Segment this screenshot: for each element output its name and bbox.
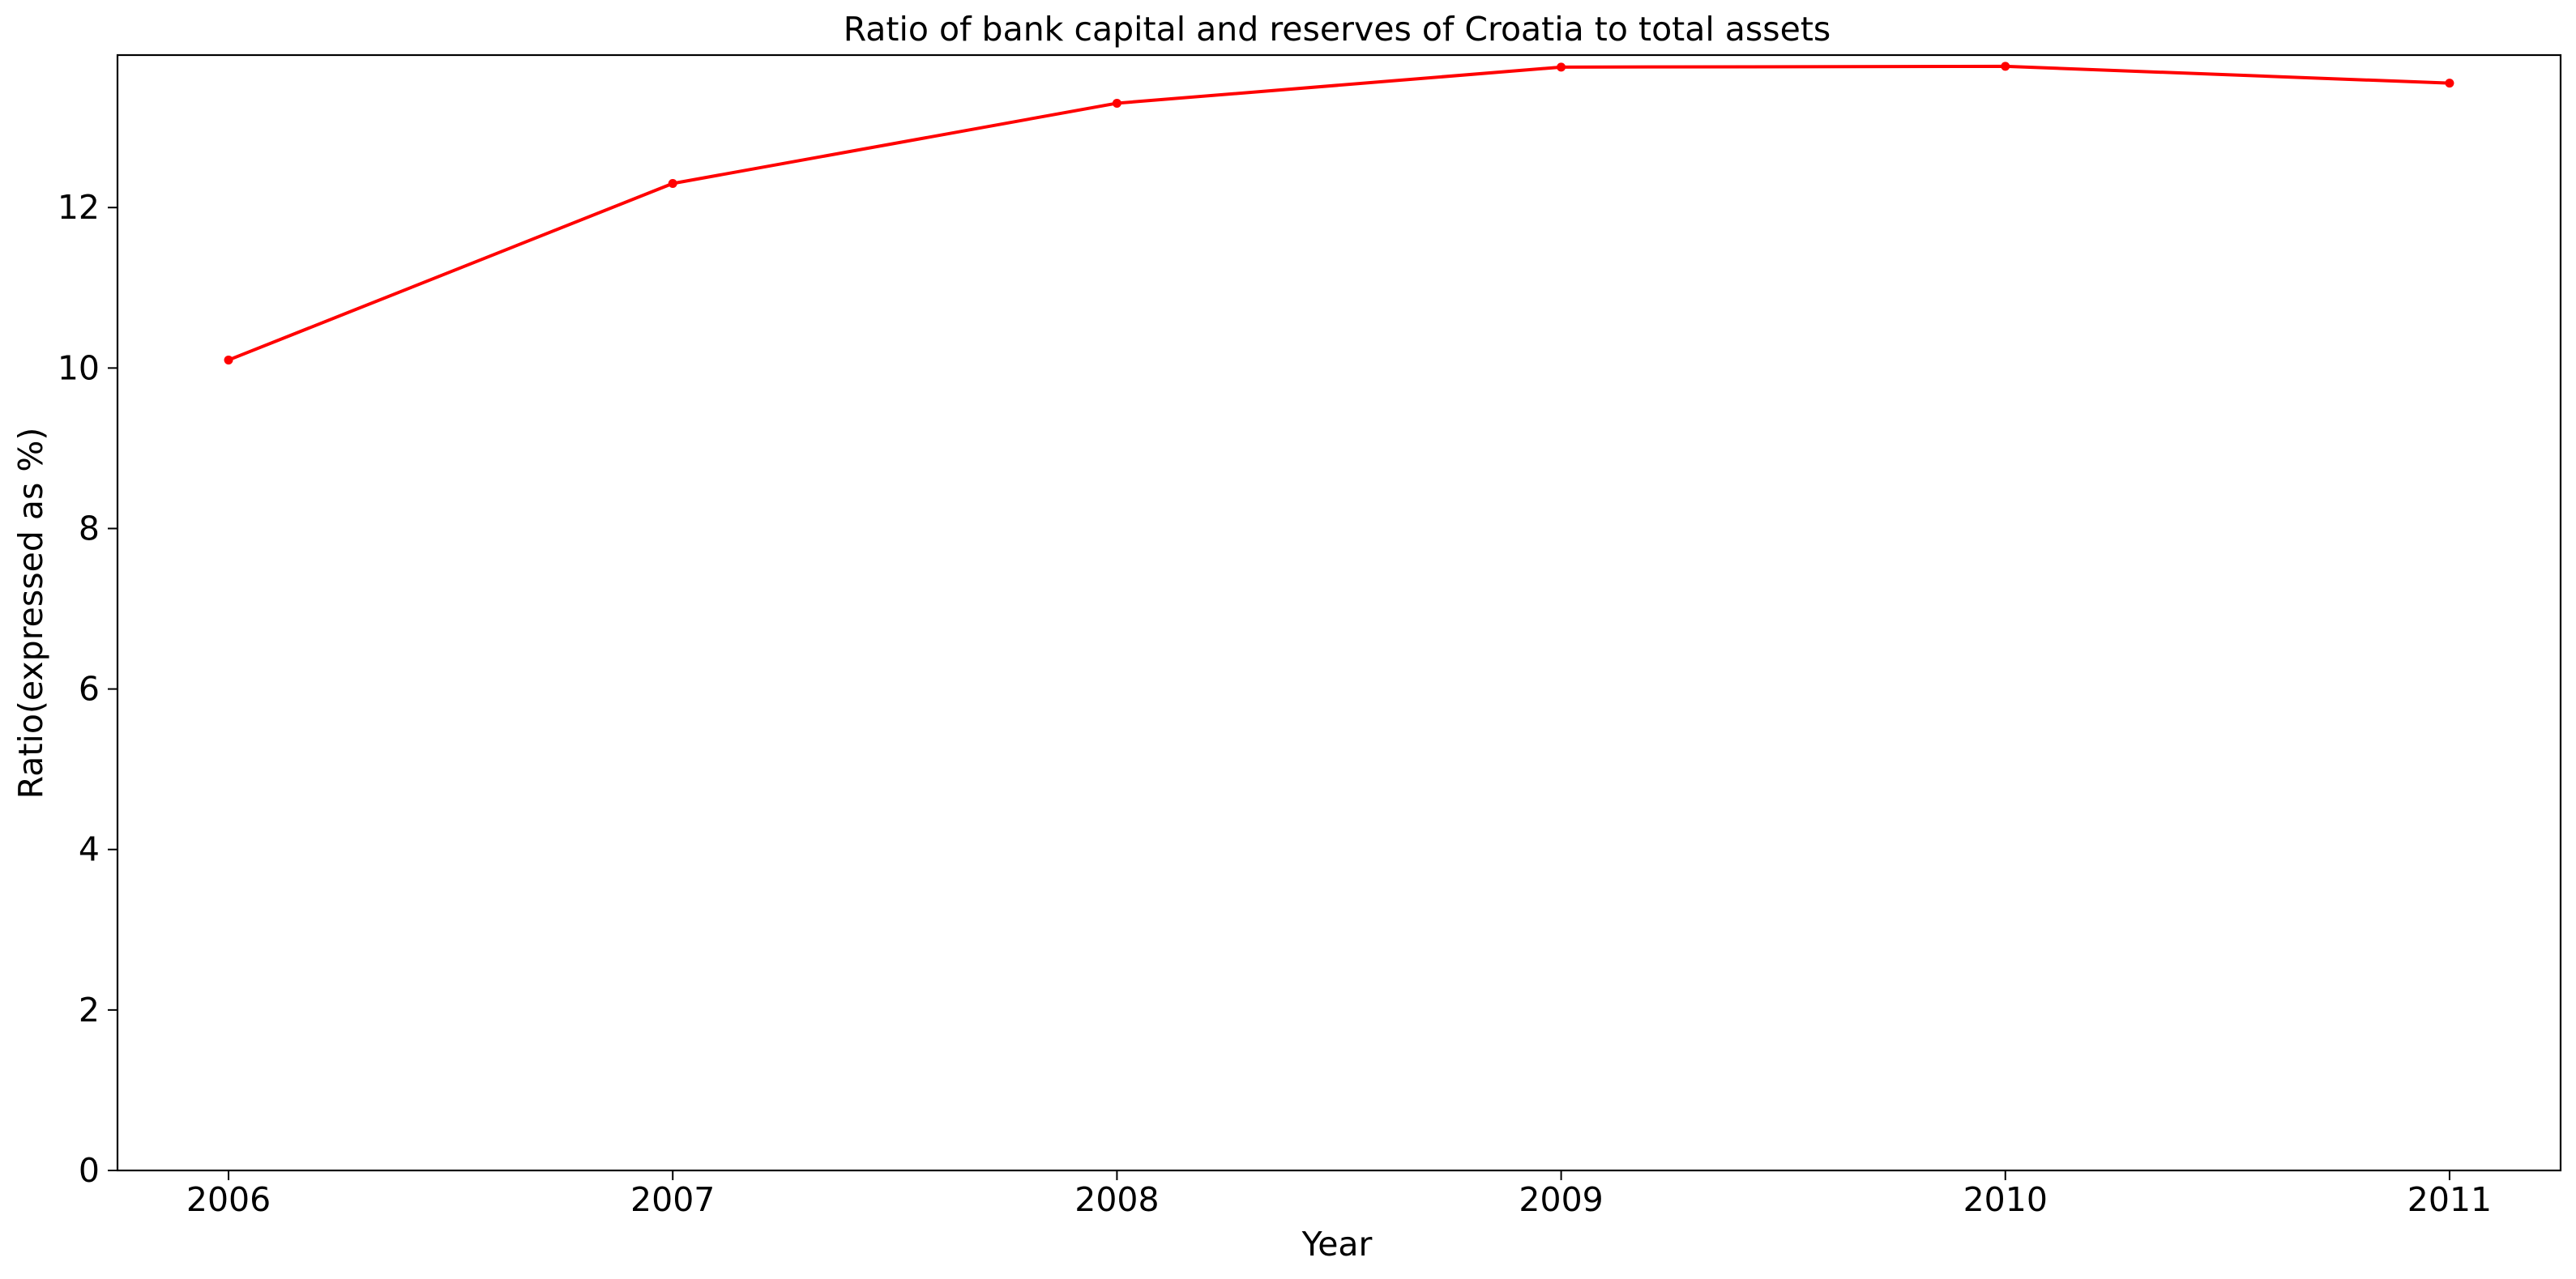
y-axis-label: Ratio(expressed as %) — [11, 428, 50, 799]
plot-area — [116, 53, 2562, 1172]
data-point — [2445, 79, 2454, 88]
x-tick-label: 2011 — [2407, 1180, 2492, 1219]
y-tick-label: 8 — [79, 509, 100, 548]
data-point — [1557, 62, 1566, 72]
x-axis: 2006 2007 2008 2009 2010 2011 — [186, 1170, 2492, 1219]
y-tick-label: 2 — [79, 991, 100, 1030]
x-tick-label: 2008 — [1074, 1180, 1159, 1219]
y-tick-label: 0 — [79, 1151, 100, 1190]
data-point — [224, 355, 233, 365]
x-axis-label: Year — [1301, 1225, 1373, 1264]
y-tick-label: 6 — [79, 670, 100, 709]
y-tick-label: 10 — [58, 348, 100, 387]
x-tick-label: 2010 — [1963, 1180, 2048, 1219]
y-tick-label: 4 — [79, 830, 100, 869]
data-point — [1112, 98, 1121, 108]
x-tick-label: 2009 — [1519, 1180, 1603, 1219]
data-point — [668, 179, 677, 189]
data-point — [2001, 62, 2010, 71]
x-tick-label: 2006 — [186, 1180, 271, 1219]
series-line — [228, 64, 2450, 362]
series-layer — [224, 62, 2454, 365]
chart-title: Ratio of bank capital and reserves of Cr… — [844, 10, 1831, 49]
plot-frame — [116, 53, 2562, 1172]
x-tick-label: 2007 — [630, 1180, 715, 1219]
y-tick-label: 12 — [58, 188, 100, 227]
y-axis: 0 2 4 6 8 10 12 — [58, 188, 117, 1190]
